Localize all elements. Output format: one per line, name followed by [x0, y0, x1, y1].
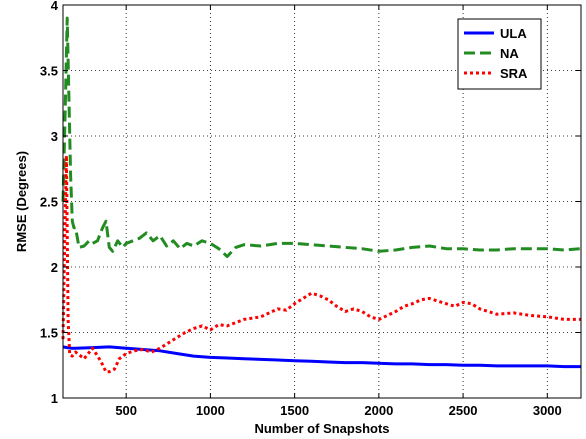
legend-label-sra: SRA	[500, 66, 528, 81]
legend: ULA NA SRA	[457, 18, 542, 90]
grid	[63, 4, 581, 399]
axis-ticks: 500 1000 1500 2000 2500 3000 1 1.5 2 2.5 3 3.5 4	[40, 0, 581, 418]
series-line-sra	[61, 154, 581, 374]
legend-label-ula: ULA	[500, 26, 527, 41]
series-line-ula	[62, 345, 581, 369]
series-lines	[61, 16, 582, 374]
y-axis-label: RMSE (Degrees)	[14, 151, 29, 252]
x-tick-label: 1000	[196, 403, 225, 418]
y-tick-label: 2	[51, 260, 58, 275]
y-tick-label: 1	[51, 391, 58, 406]
x-tick-label: 500	[115, 403, 137, 418]
legend-label-na: NA	[500, 46, 519, 61]
y-tick-label: 4	[51, 0, 59, 13]
x-axis-label: Number of Snapshots	[254, 421, 389, 436]
x-tick-label: 3000	[533, 403, 562, 418]
x-tick-label: 2000	[364, 403, 393, 418]
y-tick-label: 3.5	[40, 64, 58, 79]
x-tick-label: 1500	[280, 403, 309, 418]
y-tick-label: 1.5	[40, 326, 58, 341]
y-tick-label: 2.5	[40, 195, 58, 210]
series-line-na	[61, 16, 582, 258]
x-tick-label: 2500	[449, 403, 478, 418]
y-tick-label: 3	[51, 129, 58, 144]
